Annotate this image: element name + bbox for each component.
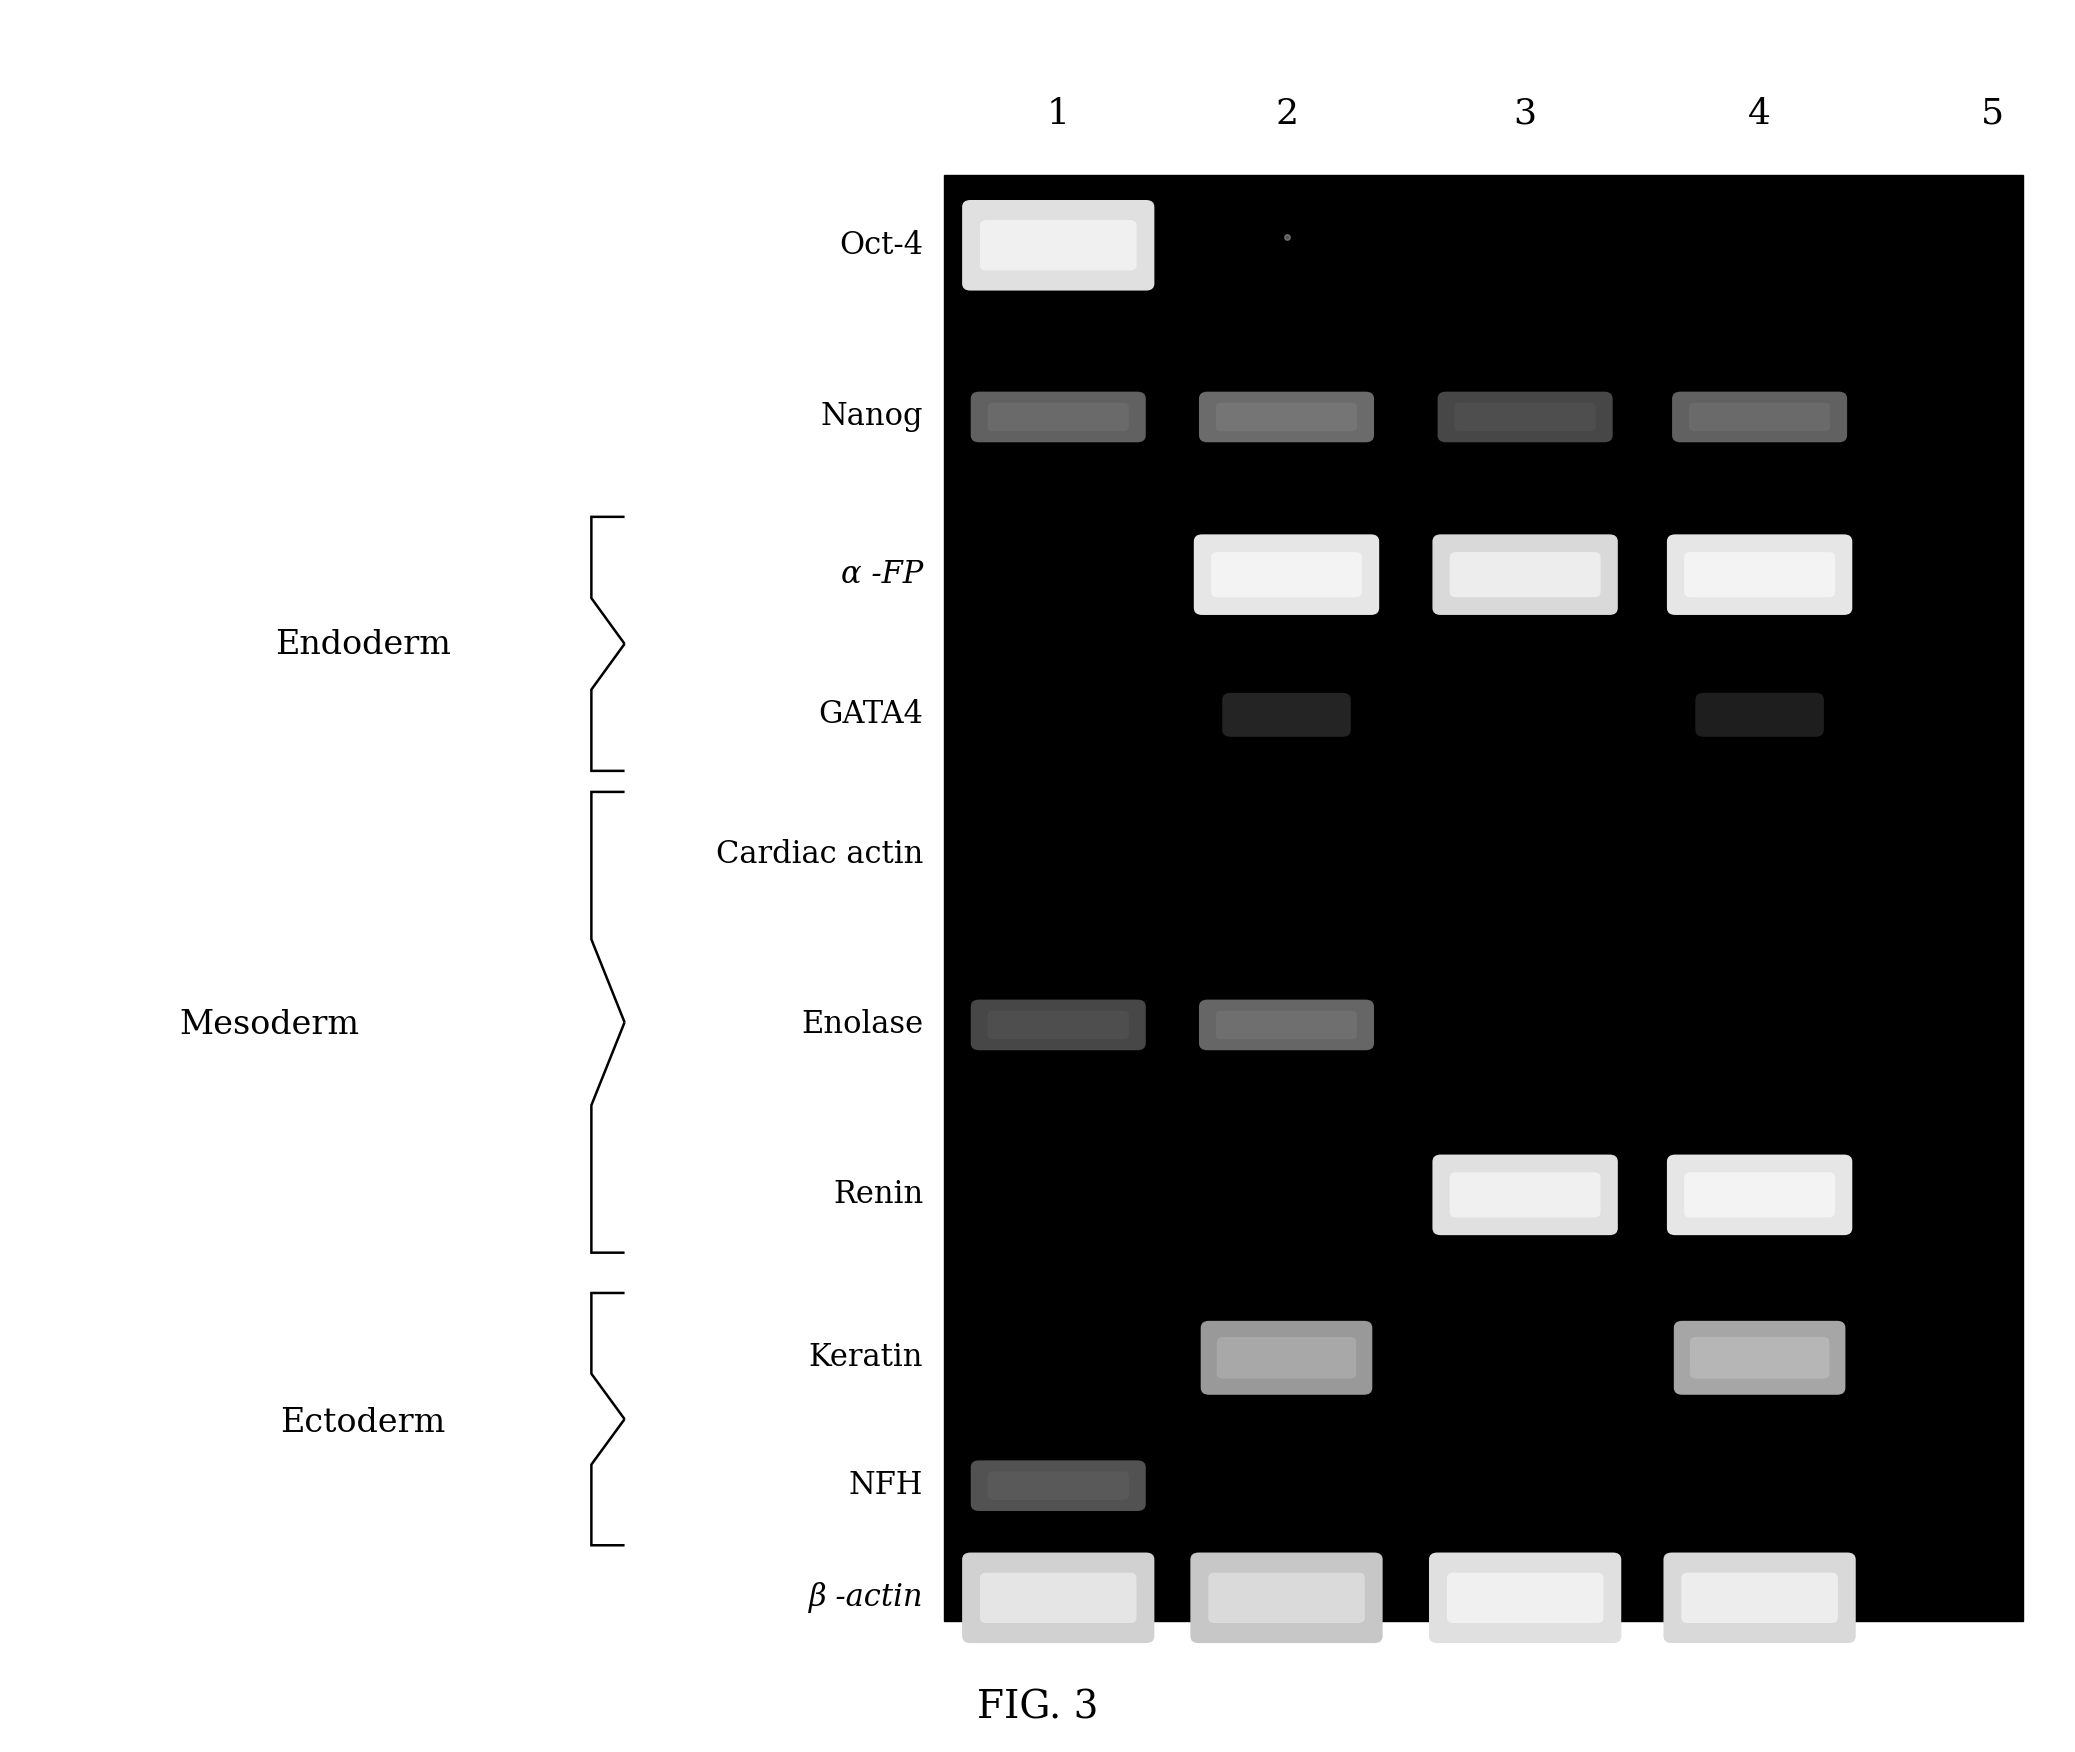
FancyBboxPatch shape	[1438, 392, 1612, 442]
FancyBboxPatch shape	[1695, 692, 1824, 738]
FancyBboxPatch shape	[1212, 552, 1361, 597]
Text: Enolase: Enolase	[801, 1009, 923, 1041]
FancyBboxPatch shape	[1191, 1552, 1382, 1643]
FancyBboxPatch shape	[1432, 1155, 1619, 1235]
Text: NFH: NFH	[849, 1470, 923, 1501]
FancyBboxPatch shape	[971, 1000, 1145, 1049]
FancyBboxPatch shape	[963, 200, 1154, 291]
FancyBboxPatch shape	[1689, 403, 1830, 431]
FancyBboxPatch shape	[971, 1461, 1145, 1510]
Text: Endoderm: Endoderm	[276, 629, 450, 661]
Text: GATA4: GATA4	[818, 699, 923, 731]
FancyBboxPatch shape	[1666, 1155, 1853, 1235]
FancyBboxPatch shape	[1450, 552, 1600, 597]
Text: Oct-4: Oct-4	[840, 230, 923, 261]
Text: Ectoderm: Ectoderm	[280, 1407, 446, 1438]
FancyBboxPatch shape	[1199, 1000, 1374, 1049]
FancyBboxPatch shape	[1208, 1573, 1365, 1622]
FancyBboxPatch shape	[1685, 552, 1834, 597]
FancyBboxPatch shape	[1199, 392, 1374, 442]
Text: Nanog: Nanog	[822, 401, 923, 433]
Text: FIG. 3: FIG. 3	[977, 1689, 1098, 1727]
FancyBboxPatch shape	[1672, 392, 1847, 442]
FancyBboxPatch shape	[979, 221, 1137, 270]
FancyBboxPatch shape	[988, 403, 1129, 431]
FancyBboxPatch shape	[1216, 1011, 1357, 1039]
FancyBboxPatch shape	[1430, 1552, 1621, 1643]
FancyBboxPatch shape	[1201, 1321, 1372, 1395]
Text: Keratin: Keratin	[809, 1342, 923, 1374]
Text: 2: 2	[1274, 96, 1299, 131]
FancyBboxPatch shape	[1689, 1337, 1830, 1379]
FancyBboxPatch shape	[971, 392, 1145, 442]
FancyBboxPatch shape	[1664, 1552, 1855, 1643]
FancyBboxPatch shape	[979, 1573, 1137, 1622]
Text: Cardiac actin: Cardiac actin	[716, 839, 923, 871]
FancyBboxPatch shape	[1681, 1573, 1838, 1622]
FancyBboxPatch shape	[1216, 403, 1357, 431]
Text: 1: 1	[1046, 96, 1071, 131]
Text: 3: 3	[1513, 96, 1538, 131]
Text: Renin: Renin	[834, 1179, 923, 1211]
FancyBboxPatch shape	[1450, 1172, 1600, 1218]
Text: α -FP: α -FP	[840, 559, 923, 590]
Bar	[944, 175, 2023, 1621]
FancyBboxPatch shape	[988, 1011, 1129, 1039]
Text: Mesoderm: Mesoderm	[181, 1009, 359, 1041]
FancyBboxPatch shape	[1675, 1321, 1845, 1395]
FancyBboxPatch shape	[1455, 403, 1596, 431]
FancyBboxPatch shape	[988, 1472, 1129, 1500]
FancyBboxPatch shape	[1666, 534, 1853, 615]
FancyBboxPatch shape	[1446, 1573, 1604, 1622]
FancyBboxPatch shape	[1216, 1337, 1357, 1379]
FancyBboxPatch shape	[963, 1552, 1154, 1643]
FancyBboxPatch shape	[1685, 1172, 1834, 1218]
FancyBboxPatch shape	[1432, 534, 1619, 615]
Text: 4: 4	[1747, 96, 1772, 131]
FancyBboxPatch shape	[1222, 692, 1351, 738]
FancyBboxPatch shape	[1193, 534, 1380, 615]
Text: 5: 5	[1980, 96, 2004, 131]
Text: β -actin: β -actin	[809, 1582, 923, 1614]
